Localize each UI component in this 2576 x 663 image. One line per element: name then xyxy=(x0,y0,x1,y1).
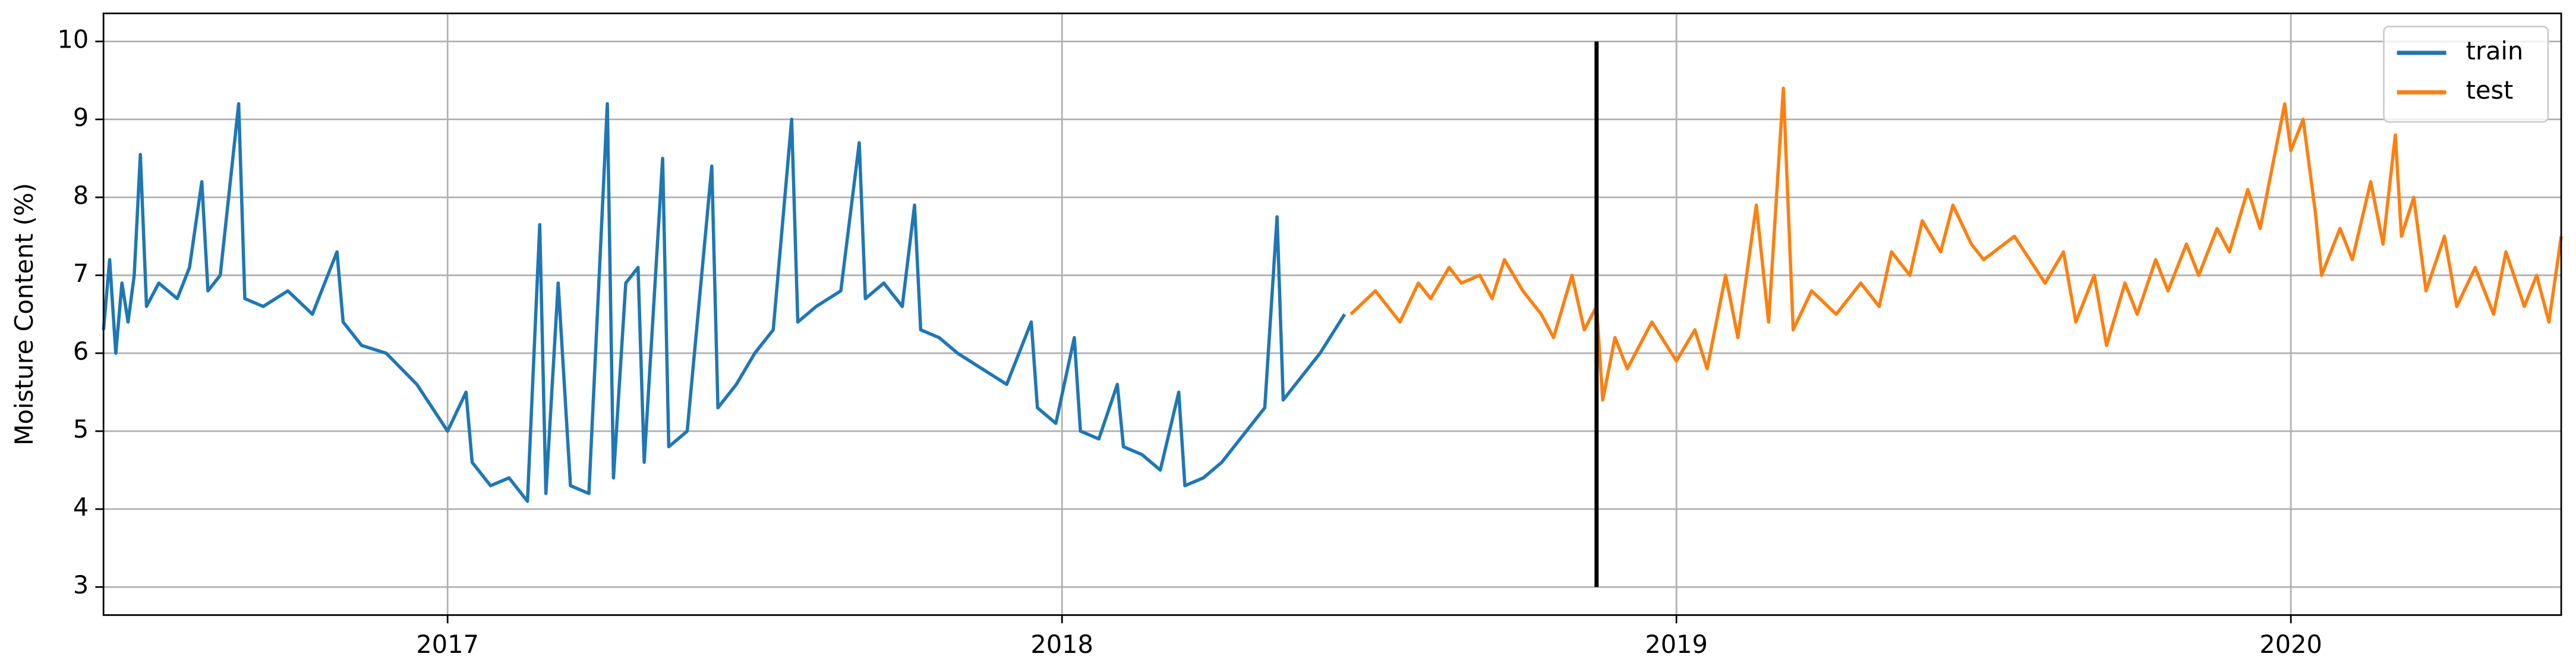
y-tick-label: 5 xyxy=(73,415,89,444)
x-tick-label: 2018 xyxy=(1030,630,1093,659)
data-line xyxy=(102,102,1347,503)
y-tick-label: 10 xyxy=(58,26,89,54)
legend-box xyxy=(2383,26,2549,123)
y-tick-label: 6 xyxy=(73,337,89,366)
y-axis-label: Moisture Content (%) xyxy=(10,183,39,446)
data-line xyxy=(1350,86,2563,402)
legend-label: train xyxy=(2466,37,2524,65)
plot-frame xyxy=(102,12,2562,616)
x-tick-label: 2017 xyxy=(416,630,479,659)
x-tick-label: 2020 xyxy=(2259,630,2322,659)
y-tick-label: 4 xyxy=(73,493,89,521)
x-tick-label: 2019 xyxy=(1645,630,1708,659)
legend-label: test xyxy=(2466,76,2514,105)
y-tick-label: 3 xyxy=(73,571,89,599)
y-tick-label: 9 xyxy=(73,103,89,132)
y-tick-label: 7 xyxy=(73,259,89,288)
y-tick-label: 8 xyxy=(73,181,89,210)
